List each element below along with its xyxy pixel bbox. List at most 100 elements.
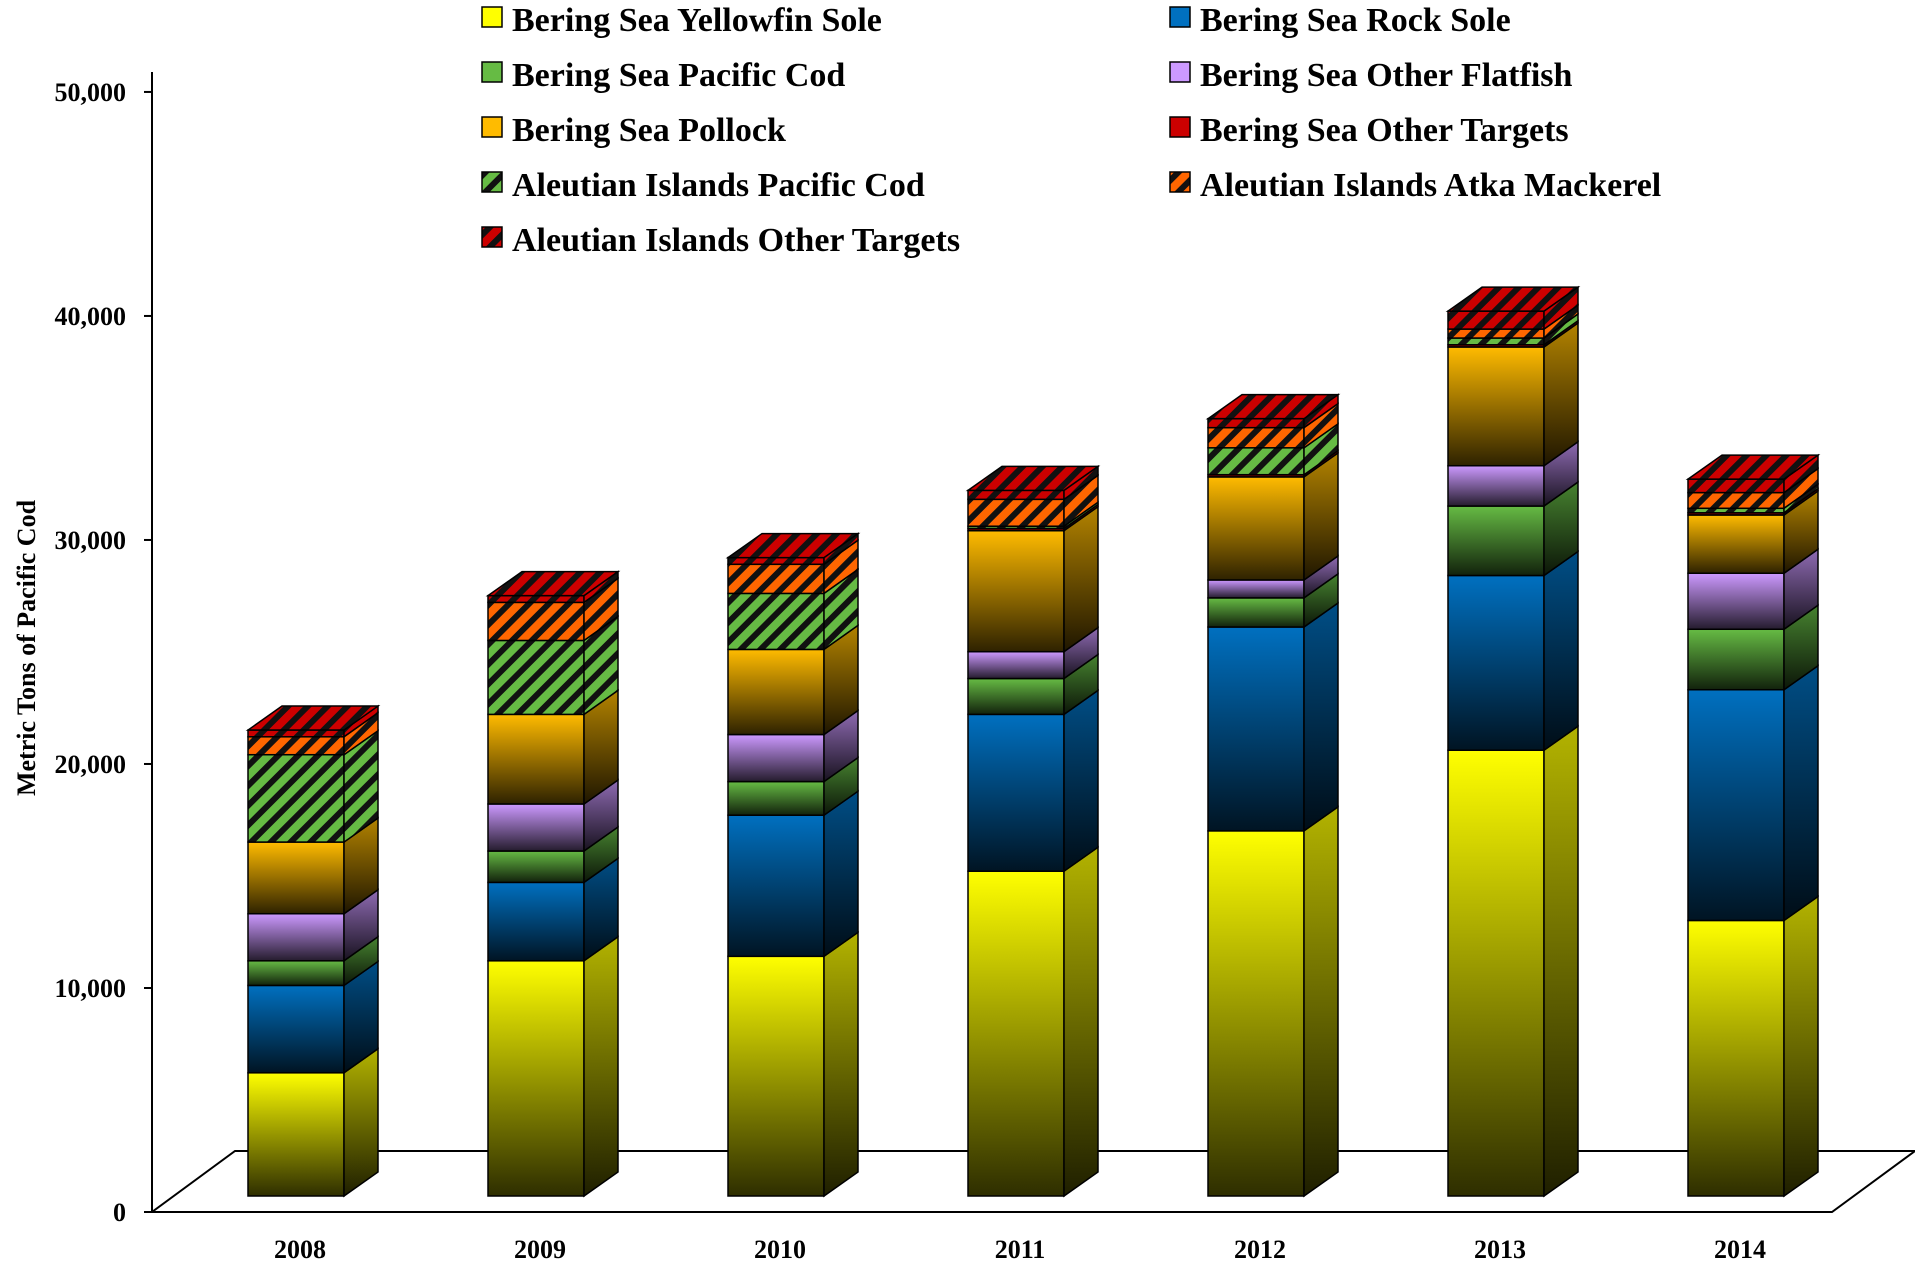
aleutian-islands-atka-mackerel-bar-2012 bbox=[1207, 426, 1305, 449]
legend-item-bering-sea-rock-sole: Bering Sea Rock Sole bbox=[1169, 2, 1511, 39]
bering-sea-other-flatfish-bar-2013 bbox=[1447, 464, 1545, 507]
bar-stack-2011 bbox=[965, 464, 1101, 1198]
y-tick-label: 0 bbox=[113, 1198, 126, 1227]
legend-item-bering-sea-other-flatfish: Bering Sea Other Flatfish bbox=[1169, 57, 1572, 94]
bering-sea-yellowfin-sole-bar-2009-side bbox=[583, 935, 619, 1198]
bering-sea-yellowfin-sole-bar-2008 bbox=[247, 1072, 345, 1197]
bering-sea-yellowfin-sole-bar-2012 bbox=[1207, 830, 1305, 1197]
bering-sea-pollock-bar-2012 bbox=[1207, 476, 1305, 581]
aleutian-islands-other-targets-bar-2012 bbox=[1207, 417, 1305, 429]
legend-item-bering-sea-pacific-cod: Bering Sea Pacific Cod bbox=[481, 57, 845, 94]
aleutian-islands-other-targets-bar-2011 bbox=[967, 489, 1065, 501]
bering-sea-pacific-cod-bar-2012 bbox=[1207, 597, 1305, 628]
bering-sea-pacific-cod-bar-2014 bbox=[1687, 628, 1785, 691]
y-axis-ticks: 0 10,000 20,000 30,000 40,000 50,000 bbox=[55, 78, 152, 1227]
bering-sea-pollock-bar-2008 bbox=[247, 841, 345, 915]
bering-sea-rock-sole-bar-2011 bbox=[967, 713, 1065, 872]
bering-sea-yellowfin-sole-bar-2010 bbox=[727, 955, 825, 1197]
legend-label: Bering Sea Pacific Cod bbox=[512, 57, 845, 94]
bering-sea-pollock-bar-2013 bbox=[1447, 346, 1545, 467]
bering-sea-yellowfin-sole-bar-2011-side bbox=[1063, 845, 1099, 1198]
bar-top-2009 bbox=[485, 570, 621, 597]
bering-sea-yellowfin-sole-bar-2011 bbox=[967, 870, 1065, 1197]
bering-sea-pollock-bar-2009 bbox=[487, 713, 585, 805]
bering-sea-rock-sole-bar-2014 bbox=[1687, 688, 1785, 922]
legend-label: Bering Sea Other Targets bbox=[1200, 112, 1569, 149]
bar-stack-2010 bbox=[725, 532, 861, 1198]
bering-sea-yellowfin-sole-bar-2014-side bbox=[1783, 895, 1819, 1198]
bering-sea-pacific-cod-bar-2013 bbox=[1447, 505, 1545, 577]
y-tick-label: 30,000 bbox=[55, 526, 127, 555]
y-tick-label: 10,000 bbox=[55, 974, 127, 1003]
x-tick-label-2008: 2008 bbox=[274, 1235, 326, 1262]
bar-stack-2008 bbox=[245, 704, 381, 1198]
legend-swatch bbox=[481, 116, 503, 138]
legend-swatch bbox=[481, 226, 503, 248]
aleutian-islands-pacific-cod-bar-2012 bbox=[1207, 447, 1305, 476]
bering-sea-pollock-bar-2011 bbox=[967, 529, 1065, 653]
legend-swatch bbox=[1169, 61, 1191, 83]
bering-sea-rock-sole-bar-2010-side bbox=[823, 789, 859, 958]
bering-sea-other-flatfish-bar-2009 bbox=[487, 803, 585, 852]
x-tick-label-2013: 2013 bbox=[1474, 1235, 1526, 1262]
legend-item-bering-sea-other-targets: Bering Sea Other Targets bbox=[1169, 112, 1569, 149]
bering-sea-other-flatfish-bar-2008 bbox=[247, 912, 345, 962]
aleutian-islands-atka-mackerel-bar-2014 bbox=[1687, 491, 1785, 510]
bering-sea-yellowfin-sole-bar-2013 bbox=[1447, 749, 1545, 1197]
legend-label: Bering Sea Rock Sole bbox=[1200, 2, 1511, 39]
legend-label: Bering Sea Yellowfin Sole bbox=[512, 2, 882, 39]
legend-swatch bbox=[481, 6, 503, 28]
legend-swatch bbox=[1169, 6, 1191, 28]
aleutian-islands-atka-mackerel-bar-2009 bbox=[487, 601, 585, 642]
x-tick-label-2011: 2011 bbox=[995, 1235, 1046, 1262]
x-tick-label-2012: 2012 bbox=[1234, 1235, 1286, 1262]
y-tick-label: 20,000 bbox=[55, 750, 127, 779]
bar-top-2013 bbox=[1445, 286, 1581, 312]
legend-swatch bbox=[481, 171, 503, 193]
aleutian-islands-other-targets-bar-2010 bbox=[727, 556, 825, 566]
legend-label: Aleutian Islands Pacific Cod bbox=[512, 167, 925, 204]
bar-stack-2013 bbox=[1445, 285, 1581, 1198]
bering-sea-pollock-bar-2014 bbox=[1687, 514, 1785, 575]
bering-sea-rock-sole-bar-2012-side bbox=[1303, 601, 1339, 833]
bar-top-2012 bbox=[1205, 393, 1341, 420]
aleutian-islands-other-targets-bar-2014 bbox=[1687, 478, 1785, 494]
aleutian-islands-atka-mackerel-bar-2010 bbox=[727, 563, 825, 595]
x-tick-label-2009: 2009 bbox=[514, 1235, 566, 1262]
legend-item-aleutian-islands-pacific-cod: Aleutian Islands Pacific Cod bbox=[481, 167, 925, 204]
bering-sea-pacific-cod-bar-2008 bbox=[247, 960, 345, 987]
bering-sea-pollock-bar-2013-side bbox=[1543, 321, 1579, 468]
bering-sea-rock-sole-bar-2010 bbox=[727, 814, 825, 958]
bering-sea-yellowfin-sole-bar-2013-side bbox=[1543, 724, 1579, 1198]
bering-sea-rock-sole-bar-2012 bbox=[1207, 626, 1305, 832]
legend-label: Aleutian Islands Atka Mackerel bbox=[1200, 167, 1661, 204]
aleutian-islands-pacific-cod-bar-2008 bbox=[247, 753, 345, 843]
bering-sea-rock-sole-bar-2013 bbox=[1447, 574, 1545, 751]
chart-legend: Bering Sea Yellowfin Sole Bering Sea Rock… bbox=[481, 2, 1661, 259]
bering-sea-other-flatfish-bar-2014 bbox=[1687, 572, 1785, 631]
bering-sea-pacific-cod-bar-2009 bbox=[487, 850, 585, 884]
y-tick-label: 50,000 bbox=[55, 78, 127, 107]
bar-top-2010 bbox=[725, 532, 861, 559]
y-tick-label: 40,000 bbox=[55, 302, 127, 331]
aleutian-islands-atka-mackerel-bar-2013 bbox=[1447, 328, 1545, 339]
bering-sea-rock-sole-bar-2011-side bbox=[1063, 688, 1099, 873]
legend-item-bering-sea-pollock: Bering Sea Pollock bbox=[481, 112, 786, 149]
legend-item-bering-sea-yellowfin-sole: Bering Sea Yellowfin Sole bbox=[481, 2, 882, 39]
legend-swatch bbox=[1169, 116, 1191, 138]
x-axis-ticks: 2008 2009 2010 2011 2012 2013 2014 bbox=[274, 1235, 1766, 1262]
bering-sea-yellowfin-sole-bar-2010-side bbox=[823, 930, 859, 1198]
aleutian-islands-pacific-cod-bar-2013 bbox=[1447, 337, 1545, 346]
bering-sea-pacific-cod-bar-2010 bbox=[727, 780, 825, 816]
bering-sea-yellowfin-sole-bar-2012-side bbox=[1303, 805, 1339, 1198]
aleutian-islands-other-targets-bar-2008 bbox=[247, 729, 345, 738]
bering-sea-pollock-bar-2011-side bbox=[1063, 505, 1099, 654]
aleutian-islands-other-targets-bar-2013 bbox=[1447, 310, 1545, 330]
bering-sea-pacific-cod-bar-2011 bbox=[967, 677, 1065, 716]
aleutian-islands-other-targets-bar-2009 bbox=[487, 594, 585, 604]
bar-top-2014 bbox=[1685, 454, 1821, 480]
bering-sea-yellowfin-sole-bar-2008-side bbox=[343, 1047, 379, 1198]
y-axis-title: Metric Tons of Pacific Cod bbox=[12, 499, 41, 796]
bar-stack-2012 bbox=[1205, 393, 1341, 1198]
aleutian-islands-atka-mackerel-bar-2008 bbox=[247, 736, 345, 756]
